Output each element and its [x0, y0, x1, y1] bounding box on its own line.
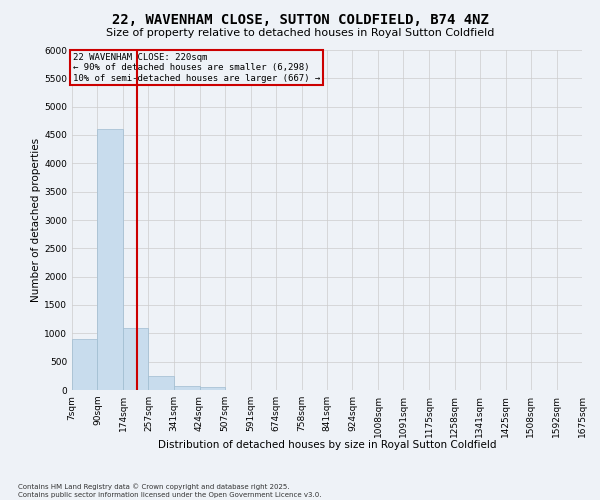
- Bar: [123, 328, 148, 390]
- X-axis label: Distribution of detached houses by size in Royal Sutton Coldfield: Distribution of detached houses by size …: [158, 440, 496, 450]
- Bar: [72, 339, 97, 390]
- Bar: [148, 376, 174, 390]
- Bar: [199, 387, 225, 390]
- Text: 22, WAVENHAM CLOSE, SUTTON COLDFIELD, B74 4NZ: 22, WAVENHAM CLOSE, SUTTON COLDFIELD, B7…: [112, 12, 488, 26]
- Text: Contains HM Land Registry data © Crown copyright and database right 2025.
Contai: Contains HM Land Registry data © Crown c…: [18, 484, 322, 498]
- Bar: [97, 130, 123, 390]
- Text: Size of property relative to detached houses in Royal Sutton Coldfield: Size of property relative to detached ho…: [106, 28, 494, 38]
- Text: 22 WAVENHAM CLOSE: 220sqm
← 90% of detached houses are smaller (6,298)
10% of se: 22 WAVENHAM CLOSE: 220sqm ← 90% of detac…: [73, 53, 320, 82]
- Y-axis label: Number of detached properties: Number of detached properties: [31, 138, 41, 302]
- Bar: [174, 386, 199, 390]
